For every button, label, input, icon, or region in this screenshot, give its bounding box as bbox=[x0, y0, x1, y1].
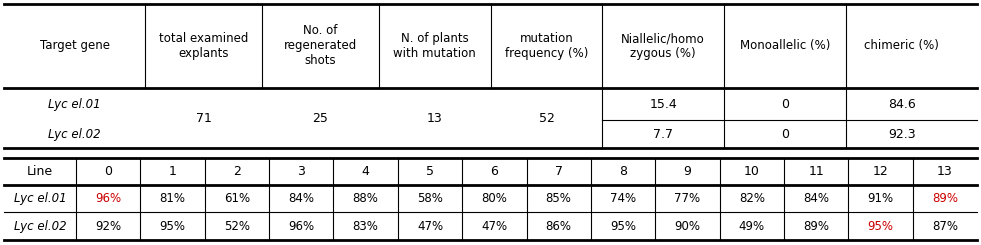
Text: 85%: 85% bbox=[545, 192, 572, 205]
Text: 1: 1 bbox=[169, 165, 177, 178]
Text: 13: 13 bbox=[427, 111, 442, 124]
Text: 95%: 95% bbox=[867, 220, 894, 233]
Text: 12: 12 bbox=[872, 165, 889, 178]
Text: 15.4: 15.4 bbox=[649, 98, 677, 110]
Text: Lyc el.02: Lyc el.02 bbox=[48, 127, 101, 140]
Text: 9: 9 bbox=[684, 165, 692, 178]
Text: chimeric (%): chimeric (%) bbox=[864, 39, 939, 52]
Text: 7.7: 7.7 bbox=[653, 127, 673, 140]
Text: 80%: 80% bbox=[482, 192, 507, 205]
Text: 0: 0 bbox=[781, 127, 789, 140]
Text: 25: 25 bbox=[312, 111, 329, 124]
Text: 6: 6 bbox=[490, 165, 498, 178]
Text: 96%: 96% bbox=[95, 192, 122, 205]
Text: Target gene: Target gene bbox=[39, 39, 110, 52]
Text: 4: 4 bbox=[362, 165, 370, 178]
Text: N. of plants
with mutation: N. of plants with mutation bbox=[393, 32, 476, 60]
Text: Line: Line bbox=[26, 165, 53, 178]
Text: 58%: 58% bbox=[417, 192, 442, 205]
Text: 0: 0 bbox=[104, 165, 112, 178]
Text: Lyc el.01: Lyc el.01 bbox=[48, 98, 101, 110]
Text: 90%: 90% bbox=[674, 220, 700, 233]
Text: 52: 52 bbox=[539, 111, 554, 124]
Text: Niallelic/homo
zygous (%): Niallelic/homo zygous (%) bbox=[621, 32, 705, 60]
Text: Lyc el.02: Lyc el.02 bbox=[14, 220, 67, 233]
Text: 13: 13 bbox=[937, 165, 953, 178]
Text: 47%: 47% bbox=[482, 220, 507, 233]
Text: 7: 7 bbox=[554, 165, 563, 178]
Text: 49%: 49% bbox=[739, 220, 765, 233]
Text: 47%: 47% bbox=[417, 220, 443, 233]
Text: 92%: 92% bbox=[95, 220, 122, 233]
Text: 82%: 82% bbox=[739, 192, 765, 205]
Text: mutation
frequency (%): mutation frequency (%) bbox=[505, 32, 589, 60]
Text: 89%: 89% bbox=[803, 220, 829, 233]
Text: 61%: 61% bbox=[224, 192, 250, 205]
Text: 52%: 52% bbox=[224, 220, 250, 233]
Text: 95%: 95% bbox=[160, 220, 185, 233]
Text: 3: 3 bbox=[297, 165, 305, 178]
Text: 86%: 86% bbox=[545, 220, 572, 233]
Text: 5: 5 bbox=[426, 165, 434, 178]
Text: 95%: 95% bbox=[610, 220, 636, 233]
Text: total examined
explants: total examined explants bbox=[159, 32, 248, 60]
Text: 92.3: 92.3 bbox=[888, 127, 915, 140]
Text: 2: 2 bbox=[232, 165, 240, 178]
Text: Monoallelic (%): Monoallelic (%) bbox=[740, 39, 830, 52]
Text: 10: 10 bbox=[744, 165, 759, 178]
Text: 71: 71 bbox=[195, 111, 211, 124]
Text: 83%: 83% bbox=[353, 220, 379, 233]
Text: 84%: 84% bbox=[288, 192, 314, 205]
Text: 74%: 74% bbox=[610, 192, 636, 205]
Text: 89%: 89% bbox=[932, 192, 957, 205]
Text: 84.6: 84.6 bbox=[888, 98, 915, 110]
Text: 81%: 81% bbox=[160, 192, 185, 205]
Text: 77%: 77% bbox=[674, 192, 700, 205]
Text: 84%: 84% bbox=[803, 192, 829, 205]
Text: 0: 0 bbox=[781, 98, 789, 110]
Text: Lyc el.01: Lyc el.01 bbox=[14, 192, 67, 205]
Text: No. of
regenerated
shots: No. of regenerated shots bbox=[284, 24, 357, 68]
Text: 11: 11 bbox=[808, 165, 824, 178]
Text: 8: 8 bbox=[619, 165, 627, 178]
Text: 87%: 87% bbox=[932, 220, 957, 233]
Text: 88%: 88% bbox=[353, 192, 379, 205]
Text: 96%: 96% bbox=[288, 220, 314, 233]
Text: 91%: 91% bbox=[867, 192, 894, 205]
